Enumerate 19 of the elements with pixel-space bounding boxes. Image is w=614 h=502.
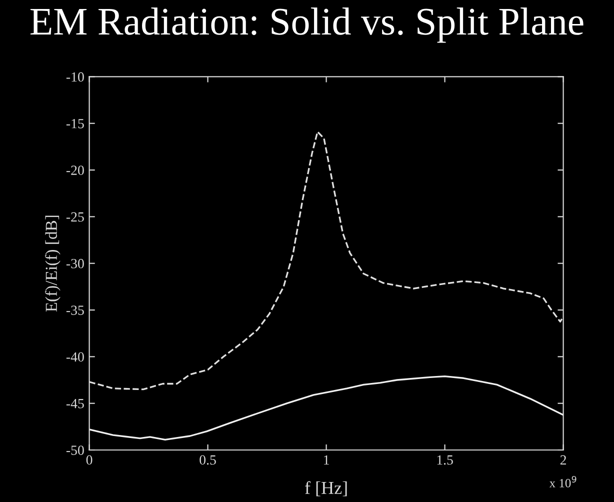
x-tick-label: 1	[324, 455, 329, 464]
y-tick-label: -50	[66, 446, 84, 455]
y-tick-label: -40	[66, 352, 84, 362]
y-tick-label: -45	[66, 399, 84, 408]
y-tick-label: -20	[66, 166, 84, 175]
x-tick-label: 1.5	[437, 455, 453, 465]
x-tick-label: 2	[560, 455, 566, 464]
chart-title: EM Radiation: Solid vs. Split Plane	[30, 8, 584, 43]
y-tick-label: -15	[66, 119, 84, 128]
y-axis-title: E(f)/Ei(f) [dB]	[45, 216, 60, 312]
x-tick-label: 0	[86, 455, 92, 465]
text: x 10$^{9}$	[549, 476, 576, 488]
y-tick-label: -25	[66, 212, 84, 222]
y-tick-label: -10	[66, 72, 84, 82]
y-tick-label: -35	[66, 306, 84, 315]
x-tick-label: 0.5	[200, 455, 216, 465]
y-tick-label: -30	[66, 258, 84, 268]
x-axis-title: f [Hz]	[305, 481, 347, 496]
line-series	[89, 375, 564, 441]
